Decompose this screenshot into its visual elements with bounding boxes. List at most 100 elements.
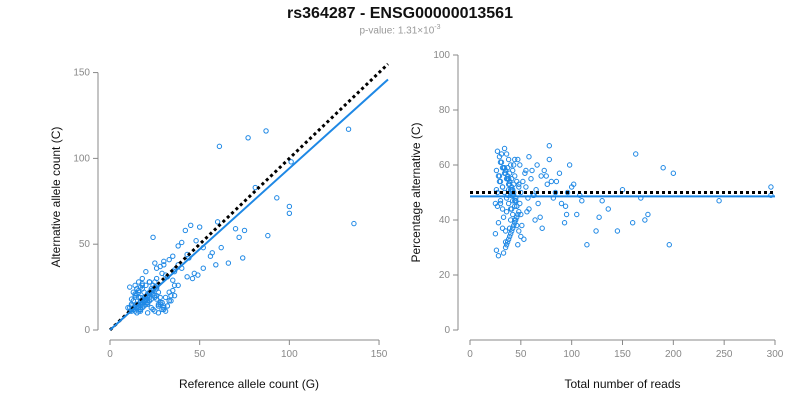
- y-tick-label: 0: [444, 325, 450, 336]
- data-point: [514, 214, 520, 220]
- data-point: [666, 242, 672, 248]
- data-point: [499, 225, 506, 231]
- y-tick-label: 20: [439, 270, 451, 281]
- data-point: [213, 262, 219, 268]
- data-point: [286, 203, 293, 210]
- y-tick-label: 100: [433, 50, 450, 61]
- data-point: [537, 214, 543, 220]
- data-point: [546, 143, 552, 149]
- data-point: [512, 203, 518, 209]
- data-point: [505, 156, 512, 163]
- data-point: [507, 231, 514, 237]
- data-point: [579, 198, 585, 204]
- data-point: [517, 200, 523, 207]
- data-point: [507, 192, 514, 198]
- data-point: [523, 184, 529, 190]
- data-point: [506, 170, 513, 176]
- x-tick-label: 250: [716, 349, 733, 360]
- data-point: [510, 225, 516, 231]
- data-point: [561, 220, 568, 226]
- data-point: [507, 162, 514, 168]
- data-point: [510, 167, 516, 174]
- data-point: [520, 178, 526, 185]
- data-point: [274, 195, 280, 201]
- data-point: [263, 128, 269, 134]
- data-point: [512, 173, 518, 179]
- data-point: [499, 206, 506, 212]
- y-tick-label: 100: [73, 153, 90, 164]
- data-point: [200, 265, 206, 271]
- data-point: [193, 238, 199, 244]
- y-axis-title: Alternative allele count (C): [49, 127, 63, 268]
- data-point: [161, 306, 167, 313]
- x-tick-label: 0: [107, 349, 113, 360]
- data-point: [492, 231, 499, 237]
- data-point: [150, 234, 156, 241]
- x-tick-label: 150: [614, 349, 631, 360]
- data-point: [521, 236, 527, 242]
- data-point: [497, 198, 504, 204]
- data-point: [164, 303, 171, 309]
- data-point: [232, 226, 239, 232]
- data-point: [143, 268, 149, 275]
- data-point: [127, 284, 133, 290]
- data-point: [538, 173, 544, 179]
- data-point: [288, 159, 294, 165]
- data-point: [596, 214, 602, 220]
- data-point: [496, 154, 503, 160]
- data-point: [629, 220, 636, 226]
- data-point: [566, 162, 573, 168]
- data-point: [584, 242, 590, 248]
- data-point: [146, 279, 153, 285]
- data-point: [170, 277, 176, 283]
- data-point: [144, 299, 151, 306]
- data-point: [511, 189, 517, 196]
- x-axis-title: Total number of reads: [564, 377, 680, 391]
- data-point: [511, 222, 517, 229]
- x-axis-title: Reference allele count (G): [179, 377, 319, 391]
- data-point: [768, 184, 774, 190]
- data-point: [143, 282, 149, 289]
- data-point: [141, 303, 147, 309]
- data-point: [539, 225, 545, 231]
- data-point: [516, 184, 522, 190]
- x-tick-label: 50: [194, 349, 206, 360]
- data-point: [179, 239, 185, 246]
- data-point: [503, 176, 510, 182]
- chart-title: rs364287 - ENSG00000013561: [287, 5, 513, 22]
- data-point: [563, 211, 570, 218]
- data-point: [556, 170, 563, 176]
- data-point: [523, 167, 529, 174]
- data-point: [152, 292, 158, 299]
- data-point: [155, 310, 162, 316]
- data-point: [493, 167, 500, 174]
- data-point: [216, 143, 223, 150]
- data-point: [189, 275, 196, 282]
- data-point: [166, 289, 172, 295]
- data-point: [502, 244, 509, 251]
- data-point: [168, 298, 174, 304]
- data-point: [502, 228, 509, 234]
- data-point: [155, 301, 162, 307]
- x-tick-label: 150: [371, 349, 388, 360]
- expected-line: [108, 62, 390, 332]
- chart-subtitle: p-value: 1.31×10-3: [0, 24, 800, 36]
- data-point: [184, 274, 190, 280]
- data-point: [241, 227, 248, 234]
- data-point: [514, 203, 520, 209]
- data-point: [132, 291, 138, 297]
- x-tick-label: 200: [665, 349, 682, 360]
- data-point: [182, 227, 189, 234]
- data-point: [162, 294, 169, 301]
- data-point: [218, 244, 224, 251]
- data-point: [503, 242, 510, 248]
- data-point: [493, 247, 500, 253]
- data-point: [660, 165, 666, 171]
- data-point: [670, 170, 677, 176]
- scatter-panel-percentage: 0 50 100 150 200 250 300 0 20 40 60 80 100 Total numb…: [409, 50, 784, 391]
- x-tick-label: 100: [281, 349, 298, 360]
- data-point: [502, 239, 509, 245]
- data-point: [574, 211, 580, 218]
- data-point: [495, 173, 502, 179]
